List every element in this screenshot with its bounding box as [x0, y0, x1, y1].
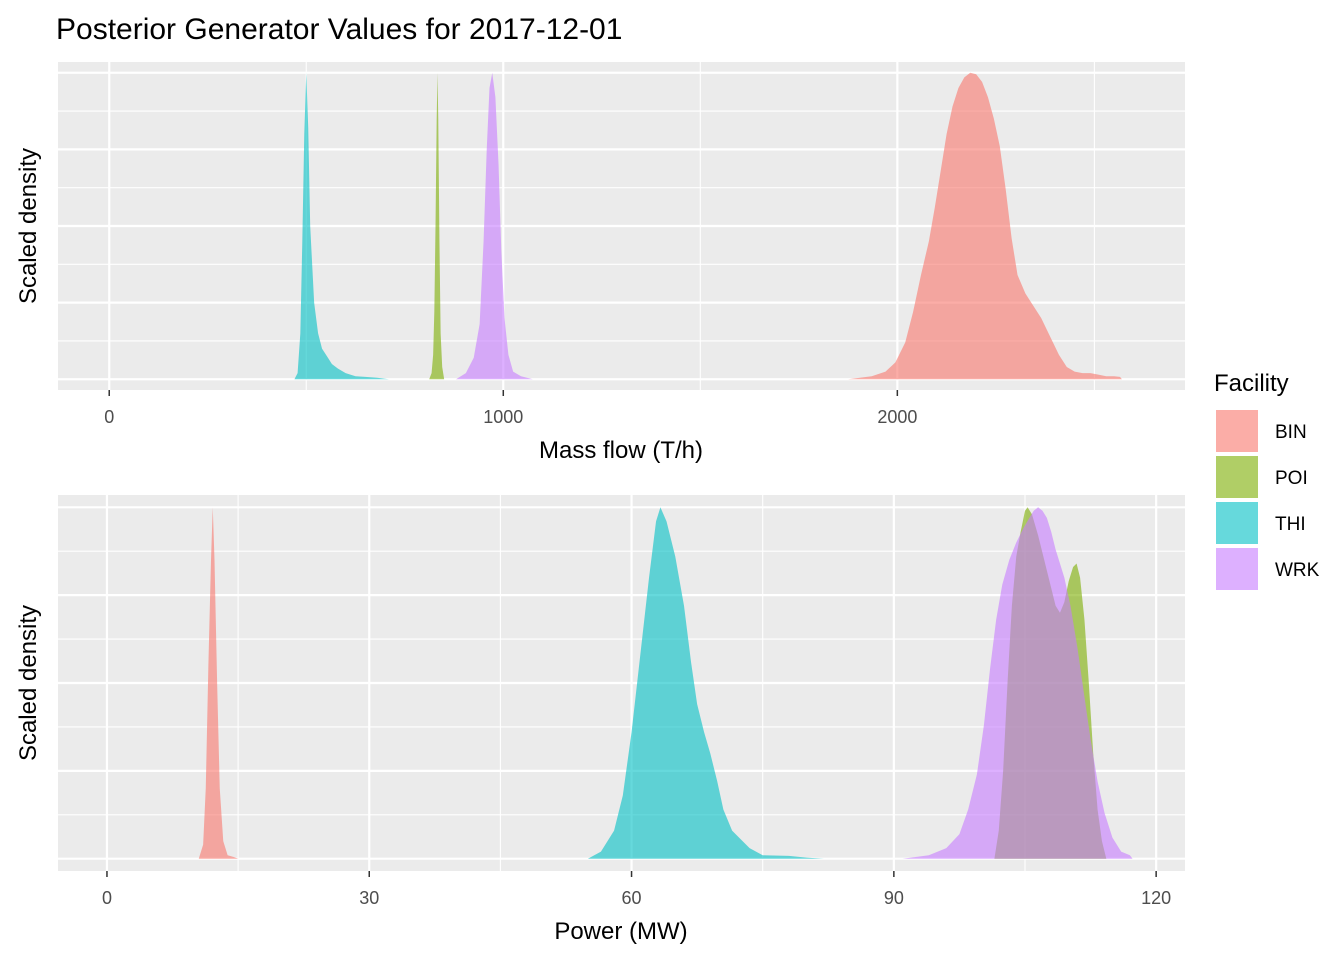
legend-key-poi	[1216, 456, 1258, 498]
density-area-wrk	[456, 72, 533, 380]
legend-key-thi	[1216, 502, 1258, 544]
legend-key-wrk	[1216, 548, 1258, 590]
legend: Facility BIN POI THI WRK	[1214, 370, 1320, 590]
legend-label-thi: THI	[1275, 514, 1306, 535]
panel-power-density-areas	[198, 507, 1133, 859]
chart-title: Posterior Generator Values for 2017-12-0…	[56, 13, 622, 46]
panel-mass-flow-density-areas	[294, 72, 1122, 380]
x-tick-label: 2000	[877, 407, 917, 427]
x-tick-label: 120	[1141, 888, 1171, 908]
legend-title: Facility	[1214, 370, 1289, 397]
legend-label-bin: BIN	[1275, 422, 1307, 443]
density-area-thi	[587, 507, 824, 859]
panel-mass-flow: 0 1000 2000 Mass flow (T/h) Scaled density	[15, 62, 1185, 464]
density-area-bin	[198, 507, 239, 859]
x-tick-label: 90	[884, 888, 904, 908]
x-tick-label: 0	[102, 888, 112, 908]
x-tick-label: 1000	[483, 407, 523, 427]
legend-label-wrk: WRK	[1275, 560, 1320, 581]
x-tick-label: 60	[622, 888, 642, 908]
mass-flow-y-axis-title: Scaled density	[15, 148, 42, 304]
density-area-bin	[848, 72, 1122, 380]
panel-power-x-ticks: 0 30 60 90 120	[102, 871, 1171, 908]
x-tick-label: 0	[104, 407, 114, 427]
density-area-thi	[294, 72, 390, 380]
mass-flow-x-axis-title: Mass flow (T/h)	[539, 437, 703, 464]
legend-key-bin	[1216, 410, 1258, 452]
power-y-axis-title: Scaled density	[15, 605, 42, 761]
power-x-axis-title: Power (MW)	[554, 918, 687, 945]
x-tick-label: 30	[359, 888, 379, 908]
density-area-wrk	[902, 507, 1133, 859]
density-area-poi	[429, 72, 445, 380]
panel-mass-flow-x-ticks: 0 1000 2000	[104, 390, 917, 427]
legend-label-poi: POI	[1275, 468, 1308, 489]
panel-power: 0 30 60 90 120 Power (MW) Scaled density	[15, 495, 1185, 945]
